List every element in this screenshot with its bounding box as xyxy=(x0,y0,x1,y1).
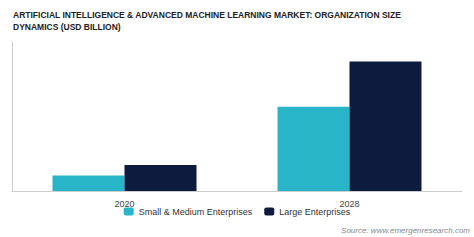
svg-text:DYNAMICS (USD BILLION): DYNAMICS (USD BILLION) xyxy=(13,22,121,32)
svg-text:Large Enterprises: Large Enterprises xyxy=(279,207,351,217)
svg-text:ARTIFICIAL INTELLIGENCE & ADVA: ARTIFICIAL INTELLIGENCE & ADVANCED MACHI… xyxy=(13,10,401,20)
svg-text:Small & Medium Enterprises: Small & Medium Enterprises xyxy=(139,207,253,217)
svg-text:2028: 2028 xyxy=(339,198,360,209)
svg-text:Source: www.emergenresearch.co: Source: www.emergenresearch.com xyxy=(341,226,470,235)
svg-text:2020: 2020 xyxy=(114,199,134,209)
